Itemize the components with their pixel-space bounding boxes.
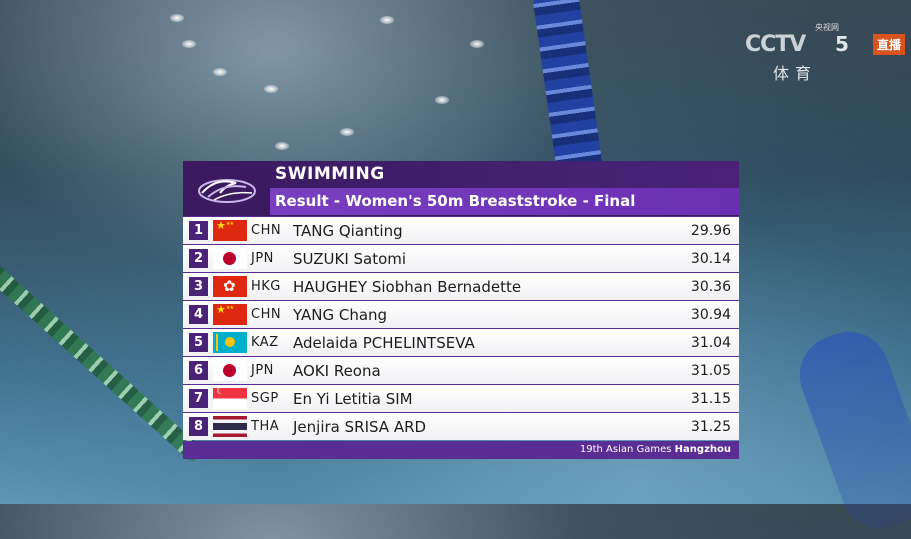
noc-code: JPN <box>251 363 274 378</box>
rank-badge: 7 <box>189 389 208 408</box>
rank-badge: 8 <box>189 417 208 436</box>
flag-kazakhstan-icon <box>213 332 247 353</box>
result-row: 1 CHN TANG Qianting 29.96 <box>183 217 739 244</box>
result-row: 6 JPN AOKI Reona 31.05 <box>183 357 739 384</box>
athlete-name: Jenjira SRISA ARD <box>293 417 427 436</box>
athlete-name: AOKI Reona <box>293 361 381 380</box>
flag-singapore-icon <box>213 388 247 409</box>
athlete-name: En Yi Letitia SIM <box>293 389 413 408</box>
flag-china-icon <box>213 220 247 241</box>
broadcaster-sub-label: 央视网 <box>815 23 839 32</box>
noc-code: HKG <box>251 279 281 294</box>
ceiling-light <box>182 40 196 48</box>
ceiling-light <box>380 16 394 24</box>
rank-badge: 1 <box>189 221 208 240</box>
ceiling-light <box>435 96 449 104</box>
noc-code: THA <box>251 419 280 434</box>
channel-number: 5 <box>835 32 849 56</box>
ceiling-light <box>470 40 484 48</box>
result-row: 4 CHN YANG Chang 30.94 <box>183 301 739 328</box>
ceiling-light <box>264 85 278 93</box>
athlete-name: YANG Chang <box>293 305 388 324</box>
result-row: 7 SGP En Yi Letitia SIM 31.15 <box>183 385 739 412</box>
flag-thailand-icon <box>213 416 247 437</box>
result-time: 31.15 <box>690 390 731 407</box>
result-time: 31.05 <box>690 362 731 379</box>
athlete-name: Adelaida PCHELINTSEVA <box>293 333 475 352</box>
rank-badge: 3 <box>189 277 208 296</box>
rank-badge: 5 <box>189 333 208 352</box>
rank-badge: 2 <box>189 249 208 268</box>
board-header: SWIMMING Result - Women's 50m Breaststro… <box>183 161 739 216</box>
noc-code: SGP <box>251 391 279 406</box>
flag-hong-kong-icon <box>213 276 247 297</box>
noc-code: KAZ <box>251 335 279 350</box>
ceiling-light <box>275 142 289 150</box>
broadcaster-logo: CCTV 央视网 5 直播 体育 <box>745 23 905 83</box>
flag-japan-icon <box>213 248 247 269</box>
athlete-name: HAUGHEY Siobhan Bernadette <box>293 277 522 296</box>
result-row: 3 HKG HAUGHEY Siobhan Bernadette 30.36 <box>183 273 739 300</box>
noc-code: CHN <box>251 307 282 322</box>
sport-title: SWIMMING <box>270 161 739 188</box>
result-row: 2 JPN SUZUKI Satomi 30.14 <box>183 245 739 272</box>
lane-rope-blue-bottom <box>788 320 911 539</box>
noc-code: CHN <box>251 223 282 238</box>
result-time: 30.14 <box>690 250 731 267</box>
asian-games-emblem-icon <box>183 161 270 216</box>
result-time: 29.96 <box>690 222 731 239</box>
footer-city: Hangzhou <box>674 444 731 455</box>
rank-badge: 6 <box>189 361 208 380</box>
event-title: Result - Women's 50m Breaststroke - Fina… <box>270 188 739 215</box>
board-footer: 19th Asian Games Hangzhou <box>183 441 739 459</box>
lane-rope-blue <box>532 0 604 183</box>
ceiling-light <box>213 68 227 76</box>
channel-name: 体育 <box>773 64 818 83</box>
flag-china-icon <box>213 304 247 325</box>
footer-event: 19th Asian Games <box>579 444 675 455</box>
lane-rope-green <box>0 230 206 465</box>
live-badge: 直播 <box>872 34 905 55</box>
result-row: 8 THA Jenjira SRISA ARD 31.25 <box>183 413 739 440</box>
result-time: 31.25 <box>690 418 731 435</box>
results-list: 1 CHN TANG Qianting 29.96 2 JPN SUZUKI S… <box>183 216 739 440</box>
results-board: SWIMMING Result - Women's 50m Breaststro… <box>183 161 739 459</box>
result-row: 5 KAZ Adelaida PCHELINTSEVA 31.04 <box>183 329 739 356</box>
cctv-logo-text: CCTV <box>745 32 806 57</box>
rank-badge: 4 <box>189 305 208 324</box>
result-time: 30.36 <box>690 278 731 295</box>
ceiling-light <box>170 14 184 22</box>
result-time: 31.04 <box>690 334 731 351</box>
noc-code: JPN <box>251 251 274 266</box>
flag-japan-icon <box>213 360 247 381</box>
athlete-name: TANG Qianting <box>293 221 403 240</box>
athlete-name: SUZUKI Satomi <box>293 249 407 268</box>
result-time: 30.94 <box>690 306 731 323</box>
ceiling-light <box>340 128 354 136</box>
